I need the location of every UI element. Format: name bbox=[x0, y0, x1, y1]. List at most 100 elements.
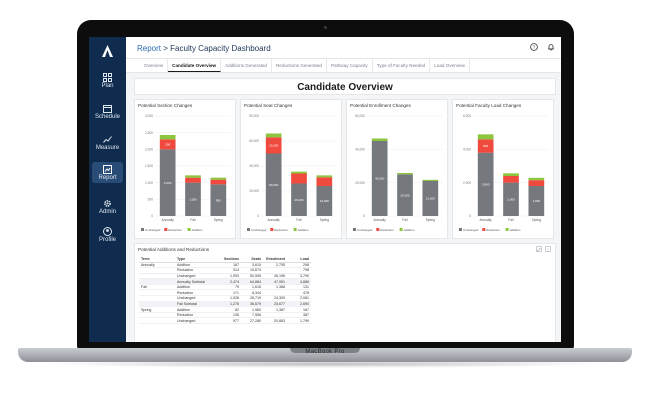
bar-unchanged bbox=[371, 141, 388, 216]
laptop-base bbox=[18, 348, 632, 362]
table-cell-type: Reduction bbox=[175, 312, 219, 319]
more-icon[interactable]: ⋮ bbox=[545, 246, 551, 252]
expand-icon[interactable]: ⤢ bbox=[536, 246, 542, 252]
breadcrumb-root-link[interactable]: Report bbox=[137, 44, 162, 53]
sidebar-item-label: Report bbox=[98, 175, 117, 181]
table-cell-sections: 82 bbox=[219, 306, 241, 313]
data-label: 50,000 bbox=[269, 183, 279, 187]
table-cell-seats: 3,615 bbox=[241, 262, 263, 269]
y-tick-label: 3,000 bbox=[145, 114, 153, 118]
page-title: Faculty Capacity Dashboard bbox=[170, 44, 271, 53]
legend-swatch bbox=[164, 228, 168, 231]
table-cell-type: Annually Subtotal bbox=[175, 278, 219, 285]
legend-swatch bbox=[376, 228, 380, 231]
legend-swatch bbox=[353, 228, 356, 231]
sidebar: Plan Schedule Measure Report Admin Profi… bbox=[89, 37, 126, 342]
sidebar-item-admin[interactable]: Admin bbox=[89, 199, 126, 215]
bar-unchanged bbox=[159, 149, 176, 216]
table-cell-load: 3,790 bbox=[287, 273, 311, 280]
bar-addition bbox=[371, 138, 388, 141]
y-tick-label: 40,000 bbox=[249, 164, 259, 168]
sidebar-item-measure[interactable]: Measure bbox=[89, 135, 126, 151]
legend-label: Addition bbox=[298, 228, 309, 232]
data-label: 13,000 bbox=[269, 144, 279, 148]
data-label: 950 bbox=[216, 198, 221, 202]
bar-unchanged bbox=[528, 186, 545, 216]
y-tick-label: 2,000 bbox=[463, 181, 471, 185]
table-cell-seats: 1,616 bbox=[241, 284, 263, 291]
sidebar-item-report[interactable]: Report bbox=[92, 162, 123, 183]
y-tick-label: 4,000 bbox=[463, 148, 471, 152]
table-cell-type: Unchanged bbox=[175, 295, 219, 302]
sidebar-item-plan[interactable]: Plan bbox=[89, 73, 126, 89]
table-row: Spring Addition 82 1,960 1,387 167 bbox=[139, 306, 311, 313]
bar-reduction bbox=[503, 176, 519, 183]
table-cell-term bbox=[139, 301, 175, 308]
bar-addition bbox=[291, 171, 307, 174]
data-label: 2,000 bbox=[164, 181, 172, 185]
legend-label: Unchanged bbox=[145, 228, 161, 232]
bar-unchanged bbox=[316, 186, 333, 216]
data-label: 45,000 bbox=[375, 177, 385, 181]
bar-reduction bbox=[291, 173, 307, 184]
table-cell-enrollment: 47,951 bbox=[263, 278, 287, 285]
tab-additions-generated[interactable]: Additions Generated bbox=[221, 59, 272, 72]
legend-label: Reduction bbox=[380, 228, 394, 232]
svg-text:?: ? bbox=[533, 45, 536, 50]
table-cell-term bbox=[139, 317, 175, 324]
table-cell-seats: 8,344 bbox=[241, 289, 263, 297]
table-row: Reduction 136 7,556 387 bbox=[139, 312, 311, 319]
y-tick-label: 80,000 bbox=[249, 114, 259, 118]
table-row: Unchanged 1,993 50,595 45,196 3,790 bbox=[139, 273, 311, 280]
data-label: 24,000 bbox=[320, 199, 330, 203]
bar-addition bbox=[422, 179, 439, 181]
table-cell-sections: 314 bbox=[219, 267, 241, 274]
legend-label: Addition bbox=[404, 228, 415, 232]
table-cell-type: Reduction bbox=[175, 267, 219, 274]
x-tick-label: Annually bbox=[374, 218, 387, 222]
legend-swatch bbox=[293, 228, 297, 231]
tab-overview[interactable]: Overview bbox=[140, 59, 169, 72]
table-cell-load: 2,690 bbox=[287, 301, 311, 308]
sidebar-item-label: Profile bbox=[98, 237, 116, 243]
trend-icon bbox=[103, 136, 112, 143]
tab-load-overview[interactable]: Load Overview bbox=[430, 59, 470, 72]
table-cell-sections: 1,993 bbox=[219, 273, 241, 280]
user-icon bbox=[103, 227, 112, 236]
legend-swatch bbox=[399, 228, 403, 231]
x-tick-label: Spring bbox=[426, 218, 435, 222]
help-icon[interactable]: ? bbox=[530, 43, 538, 51]
chart-card-seats: Potential Seat Changes 0 20,000 40,000 60,0… bbox=[240, 99, 342, 239]
legend-label: Addition bbox=[192, 228, 203, 232]
table-cell-enrollment bbox=[263, 267, 287, 274]
y-tick-label: 40,000 bbox=[355, 148, 365, 152]
table-row: Unchanged 977 27,280 20,883 1,799 bbox=[139, 317, 311, 324]
tab-pathway-capacity[interactable]: Pathway Capacity bbox=[327, 59, 373, 72]
logo-icon bbox=[102, 45, 113, 57]
table-cell-term bbox=[139, 273, 175, 280]
legend-label: Reduction bbox=[274, 228, 288, 232]
tab-type-of-faculty-needed[interactable]: Type of Faculty Needed bbox=[373, 59, 431, 72]
column-header: Sections bbox=[219, 256, 241, 263]
bar-addition bbox=[316, 175, 333, 178]
tab-candidate-overview[interactable]: Candidate Overview bbox=[168, 59, 222, 72]
additions-reductions-card: Potential Additions and Reductions ⤢ ⋮ T… bbox=[134, 243, 556, 342]
table-tools: ⤢ ⋮ bbox=[536, 246, 551, 252]
table-cell-load: 798 bbox=[287, 267, 311, 274]
data-label: 800 bbox=[483, 144, 488, 148]
tab-bar: Overview Candidate Overview Additions Ge… bbox=[126, 59, 561, 73]
bar-addition bbox=[528, 177, 545, 181]
sidebar-item-schedule[interactable]: Schedule bbox=[89, 104, 126, 120]
table-cell-sections: 1,276 bbox=[219, 301, 241, 308]
legend-label: Unchanged bbox=[463, 228, 479, 232]
calendar-icon bbox=[103, 105, 112, 113]
table-cell-load: 478 bbox=[287, 289, 311, 297]
y-tick-label: 20,000 bbox=[355, 181, 365, 185]
bar-addition bbox=[210, 177, 227, 180]
table-row: Fall Subtotal 1,276 36,679 25,677 2,690 bbox=[139, 301, 311, 308]
tab-reductions-generated[interactable]: Reductions Generated bbox=[272, 59, 327, 72]
bell-icon[interactable] bbox=[547, 43, 555, 51]
y-tick-label: 0 bbox=[257, 214, 259, 218]
bar-addition bbox=[185, 175, 201, 178]
sidebar-item-profile[interactable]: Profile bbox=[89, 227, 126, 243]
